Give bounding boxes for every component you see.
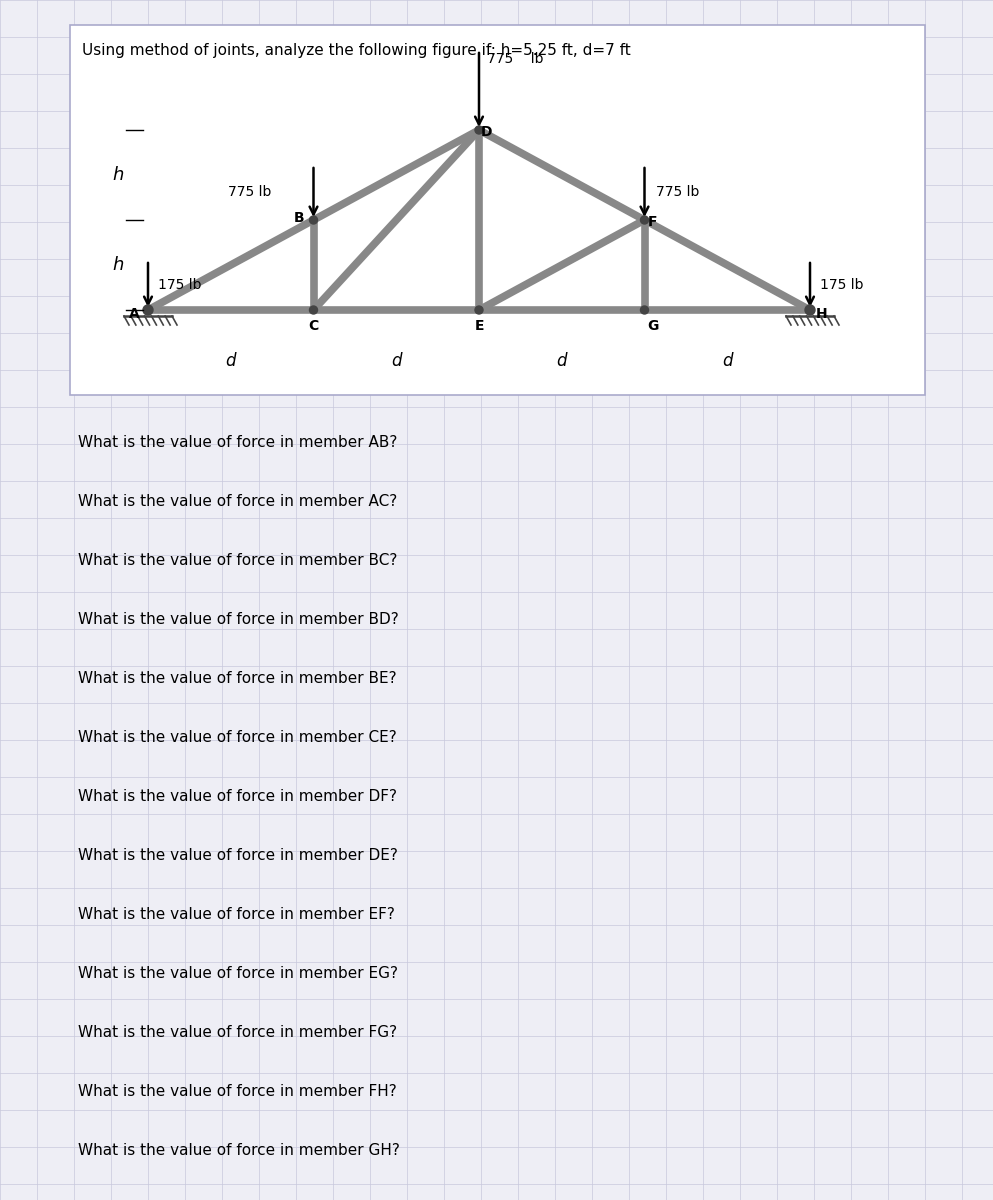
- Text: H: H: [816, 307, 828, 320]
- Circle shape: [143, 305, 153, 314]
- Text: What is the value of force in member CE?: What is the value of force in member CE?: [78, 730, 397, 745]
- Text: What is the value of force in member BC?: What is the value of force in member BC?: [78, 553, 397, 568]
- Text: What is the value of force in member GH?: What is the value of force in member GH?: [78, 1142, 400, 1158]
- Text: F: F: [647, 215, 657, 229]
- Text: What is the value of force in member DF?: What is the value of force in member DF?: [78, 790, 397, 804]
- Text: B: B: [294, 211, 305, 226]
- Circle shape: [475, 126, 483, 134]
- Circle shape: [640, 216, 648, 224]
- Circle shape: [310, 306, 318, 314]
- Text: h: h: [112, 256, 124, 274]
- Text: A: A: [129, 307, 139, 320]
- Circle shape: [805, 305, 815, 314]
- Text: d: d: [391, 352, 401, 370]
- Text: What is the value of force in member FH?: What is the value of force in member FH?: [78, 1084, 397, 1099]
- Text: What is the value of force in member EG?: What is the value of force in member EG?: [78, 966, 398, 982]
- Text: 775 lb: 775 lb: [656, 185, 700, 199]
- Text: d: d: [225, 352, 236, 370]
- Circle shape: [310, 216, 318, 224]
- Text: d: d: [722, 352, 733, 370]
- Text: What is the value of force in member AC?: What is the value of force in member AC?: [78, 494, 397, 509]
- Text: 775    lb: 775 lb: [487, 52, 543, 66]
- Text: What is the value of force in member FG?: What is the value of force in member FG?: [78, 1025, 397, 1040]
- Circle shape: [475, 306, 483, 314]
- FancyBboxPatch shape: [70, 25, 925, 395]
- Text: C: C: [309, 319, 319, 332]
- Text: 175 lb: 175 lb: [820, 278, 864, 292]
- Text: 775 lb: 775 lb: [228, 185, 272, 199]
- Text: What is the value of force in member AB?: What is the value of force in member AB?: [78, 434, 397, 450]
- Text: D: D: [482, 125, 493, 139]
- Text: h: h: [112, 166, 124, 184]
- Text: Using method of joints, analyze the following figure if: h=5.25 ft, d=7 ft: Using method of joints, analyze the foll…: [82, 43, 631, 58]
- Text: d: d: [556, 352, 567, 370]
- Text: What is the value of force in member DE?: What is the value of force in member DE?: [78, 848, 398, 863]
- Text: What is the value of force in member EF?: What is the value of force in member EF?: [78, 907, 395, 922]
- Text: What is the value of force in member BD?: What is the value of force in member BD?: [78, 612, 399, 626]
- Text: What is the value of force in member BE?: What is the value of force in member BE?: [78, 671, 396, 686]
- Text: G: G: [646, 319, 658, 332]
- Circle shape: [640, 306, 648, 314]
- Text: E: E: [475, 319, 484, 332]
- Text: 175 lb: 175 lb: [158, 278, 202, 292]
